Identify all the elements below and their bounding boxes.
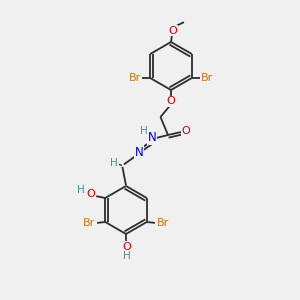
Text: H: H xyxy=(140,126,147,136)
Text: H: H xyxy=(123,250,131,261)
Text: H: H xyxy=(77,184,85,195)
Text: N: N xyxy=(134,146,143,159)
Text: Br: Br xyxy=(201,73,214,83)
Text: Br: Br xyxy=(157,218,170,229)
Text: H: H xyxy=(110,158,118,168)
Text: O: O xyxy=(86,189,95,199)
Text: O: O xyxy=(182,126,190,136)
Text: N: N xyxy=(147,131,156,144)
Text: O: O xyxy=(168,26,177,36)
Text: Br: Br xyxy=(128,73,141,83)
Text: O: O xyxy=(167,96,176,106)
Text: Br: Br xyxy=(82,218,95,229)
Text: O: O xyxy=(123,242,132,252)
